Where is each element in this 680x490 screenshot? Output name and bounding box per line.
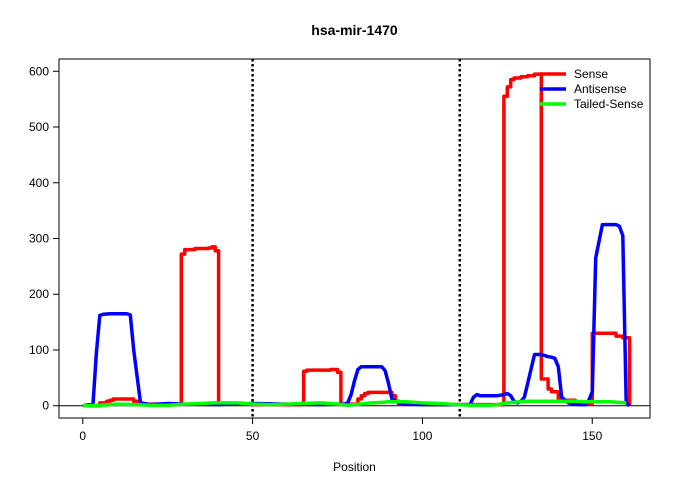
y-tick-label: 0 <box>42 399 49 413</box>
x-axis: 0 50 100 150 <box>79 418 603 443</box>
y-tick-label: 600 <box>29 64 49 78</box>
y-tick-label: 400 <box>29 176 49 190</box>
x-tick-label: 50 <box>246 429 260 443</box>
chart-title: hsa-mir-1470 <box>311 22 398 38</box>
y-axis: 0 100 200 300 400 500 600 <box>29 64 59 413</box>
legend-label-sense: Sense <box>574 67 608 81</box>
y-tick-label: 100 <box>29 343 49 357</box>
x-tick-label: 0 <box>79 429 86 443</box>
y-tick-label: 500 <box>29 120 49 134</box>
series-tailed-sense-line <box>82 399 627 408</box>
legend-label-antisense: Antisense <box>574 82 627 96</box>
y-tick-label: 300 <box>29 232 49 246</box>
x-axis-label: Position <box>333 460 376 474</box>
y-tick-label: 200 <box>29 287 49 301</box>
x-tick-label: 100 <box>412 429 432 443</box>
plot-frame <box>58 58 651 419</box>
plot-area <box>59 59 650 418</box>
x-tick-label: 150 <box>582 429 602 443</box>
legend-label-tailed-sense: Tailed-Sense <box>574 97 644 111</box>
